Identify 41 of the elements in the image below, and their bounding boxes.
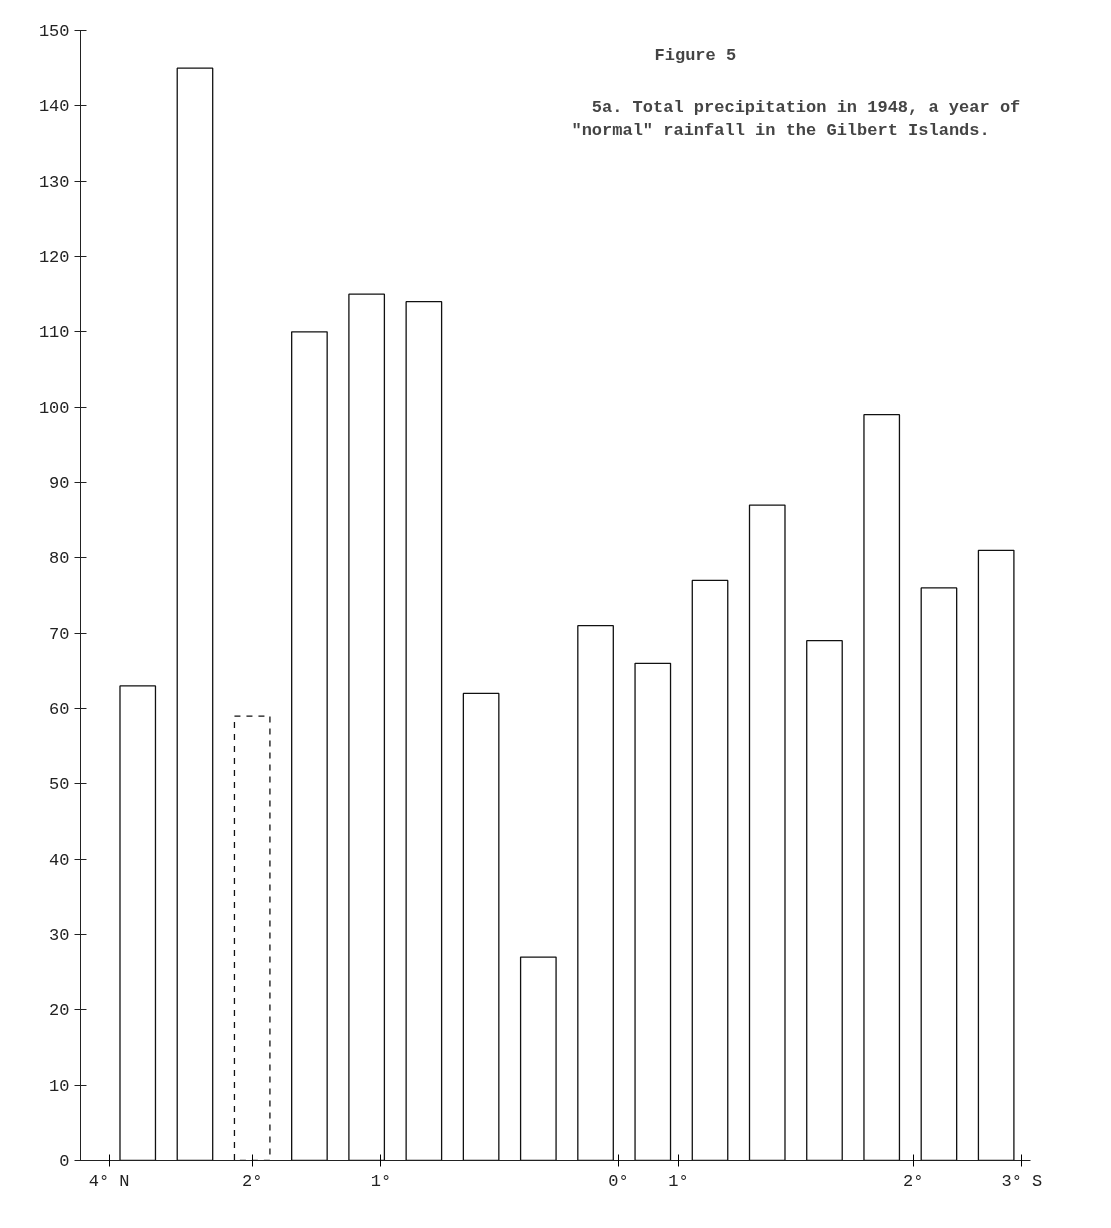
y-tick-label: 30 [49,926,70,945]
y-tick-label: 140 [38,97,70,117]
text: 2° [902,1171,924,1191]
bar [634,662,672,1161]
text: Figure 5 [654,45,737,65]
bar [863,414,901,1161]
y-tick-label: 50 [49,775,70,795]
bar [691,579,729,1161]
text: 5a. Total precipitation in 1948, a year of "normal" rainfall in the Gilbert Islands. [571,98,1021,141]
y-tick-label: 20 [49,1001,70,1021]
bar [806,640,843,1161]
y-tick-label: 90 [49,474,70,493]
text: 3° S [1001,1171,1043,1191]
y-tick-label: 60 [49,700,70,719]
text: 2° [241,1171,263,1191]
bar [233,715,271,1161]
y-tick-label: 70 [49,624,70,644]
y-tick-label: 130 [38,172,70,192]
bar [920,587,958,1161]
bar [348,293,386,1161]
bar [748,504,786,1161]
bar [977,549,1015,1161]
bar [291,331,328,1161]
text: 4° N [88,1171,130,1191]
bar [577,624,614,1161]
y-tick-label: 110 [38,323,70,343]
y-tick-label: 10 [49,1076,70,1096]
text: 1° [668,1171,689,1191]
y-tick-label: 80 [49,549,70,569]
bar [462,692,500,1161]
bar [405,301,443,1161]
bar [176,67,214,1161]
y-tick-label: 120 [38,248,70,267]
y-tick-label: 40 [49,850,70,870]
bar [519,956,557,1161]
y-tick-label: 0 [59,1152,70,1171]
y-tick-label: 150 [38,22,70,41]
y-tick-label: 100 [38,398,70,418]
text: 0° [608,1171,629,1191]
text: 1° [370,1171,392,1191]
bar [119,685,157,1161]
